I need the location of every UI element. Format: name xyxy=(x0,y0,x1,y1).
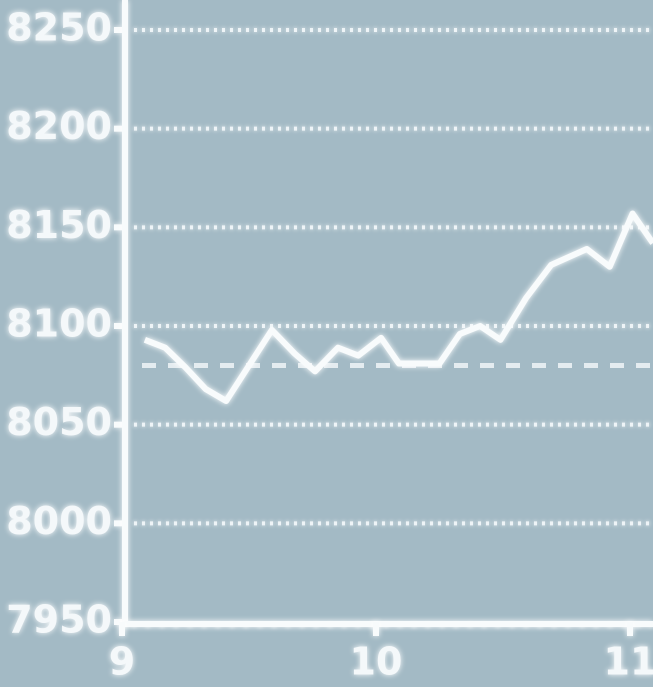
y-tick-label: 8250 xyxy=(6,6,112,50)
x-tick-label: 9 xyxy=(109,640,135,684)
y-tick-label: 8100 xyxy=(6,302,112,346)
x-tick-label: 10 xyxy=(350,640,403,684)
y-tick-label: 8150 xyxy=(6,203,112,247)
y-tick-label: 8200 xyxy=(6,104,112,148)
y-tick-label: 8050 xyxy=(6,400,112,444)
x-tick-label: 11 xyxy=(604,640,653,684)
y-tick-label: 8000 xyxy=(6,499,112,543)
y-tick-label: 7950 xyxy=(6,598,112,642)
price-line xyxy=(143,210,653,404)
